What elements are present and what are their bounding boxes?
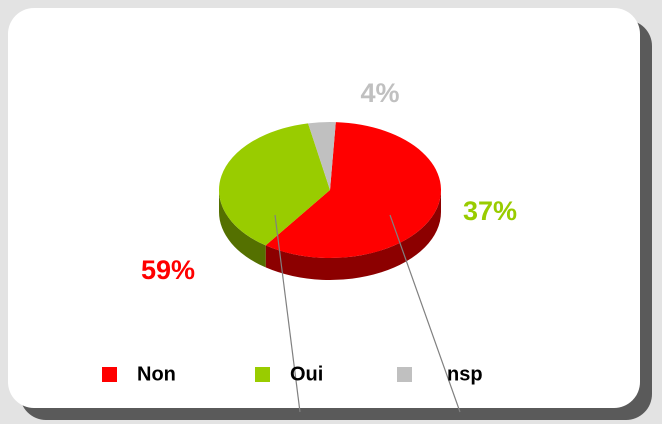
slice: [265, 122, 442, 258]
slice: [218, 123, 330, 246]
legend-swatch: [397, 367, 412, 382]
slice-side: [219, 190, 266, 268]
legend: Non Oui nsp: [102, 363, 483, 385]
data-label: 59%: [141, 255, 195, 285]
slice: [308, 122, 336, 190]
labels: 59% 37% 4%: [141, 78, 517, 285]
leader-line: [389, 214, 461, 413]
slice-side: [265, 190, 441, 280]
legend-swatch: [102, 367, 117, 382]
data-label: 37%: [463, 196, 517, 226]
legend-swatch: [255, 367, 270, 382]
legend-label: Non: [137, 363, 176, 385]
legend-label: Oui: [290, 363, 323, 385]
data-label: 4%: [360, 78, 399, 108]
leader-line: [274, 214, 301, 413]
pie: [218, 122, 442, 280]
legend-label: nsp: [447, 363, 483, 385]
